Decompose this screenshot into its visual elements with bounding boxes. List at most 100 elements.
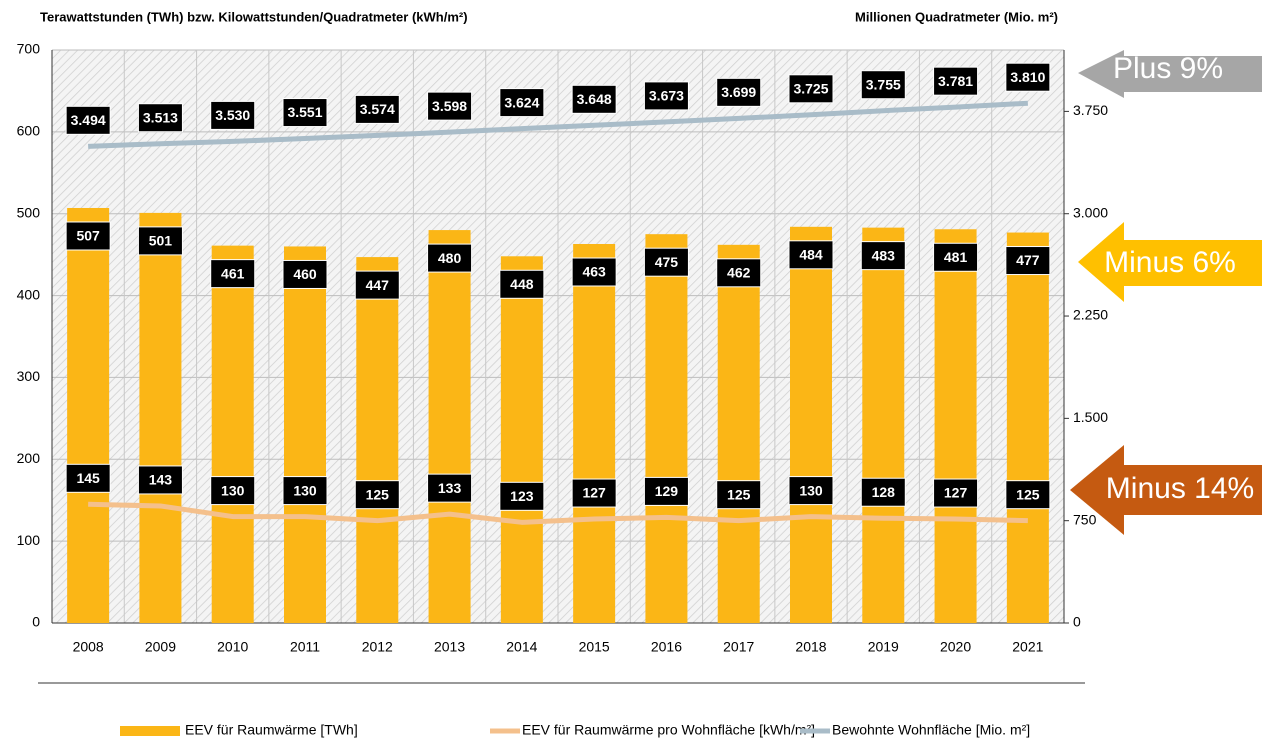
bar bbox=[139, 212, 182, 623]
value-label-box bbox=[571, 257, 617, 287]
value-label-box bbox=[354, 94, 400, 124]
bar bbox=[211, 245, 254, 624]
value-label: 461 bbox=[221, 265, 245, 281]
value-label-box bbox=[282, 259, 328, 289]
value-label-box bbox=[282, 98, 328, 128]
x-tick-label: 2012 bbox=[362, 639, 393, 655]
x-tick-label: 2014 bbox=[506, 639, 537, 655]
value-label-box bbox=[643, 476, 689, 506]
value-label-box bbox=[354, 270, 400, 300]
line bbox=[88, 100, 1028, 149]
bar bbox=[500, 256, 543, 623]
value-label: 130 bbox=[799, 482, 823, 498]
value-label: 480 bbox=[438, 250, 462, 266]
bar bbox=[934, 229, 977, 623]
value-label: 129 bbox=[655, 483, 679, 499]
bar bbox=[356, 257, 399, 623]
value-label: 3.624 bbox=[504, 94, 539, 110]
y-tick-label: 700 bbox=[17, 41, 41, 57]
value-label: 501 bbox=[149, 233, 173, 249]
value-label-box bbox=[499, 269, 545, 299]
y-tick-label: 300 bbox=[17, 368, 41, 384]
value-label: 133 bbox=[438, 480, 462, 496]
value-label: 3.598 bbox=[432, 98, 467, 114]
arrow bbox=[1070, 445, 1262, 535]
y2-tick-label: 750 bbox=[1073, 511, 1097, 527]
annotation: Minus 6% bbox=[1104, 246, 1236, 279]
value-label-box bbox=[788, 74, 834, 104]
value-label-box bbox=[499, 88, 545, 118]
value-label-box bbox=[788, 476, 834, 506]
value-label-box bbox=[210, 100, 256, 130]
y2-tick-label: 2.250 bbox=[1073, 307, 1108, 323]
x-tick-label: 2009 bbox=[145, 639, 176, 655]
value-label: 130 bbox=[293, 482, 317, 498]
value-label-box bbox=[210, 259, 256, 289]
value-label-box bbox=[571, 84, 617, 114]
y-tick-label: 400 bbox=[17, 286, 41, 302]
value-label: 460 bbox=[293, 266, 317, 282]
value-label-box bbox=[1005, 246, 1051, 276]
value-label: 475 bbox=[655, 254, 679, 270]
value-label-box bbox=[1005, 480, 1051, 510]
value-label: 3.755 bbox=[866, 76, 901, 92]
bar bbox=[67, 207, 110, 623]
x-tick-label: 2015 bbox=[579, 639, 610, 655]
value-label-box bbox=[860, 70, 906, 100]
legend-label: Bewohnte Wohnfläche [Mio. m²] bbox=[832, 722, 1030, 738]
value-label: 127 bbox=[944, 485, 968, 501]
x-tick-label: 2020 bbox=[940, 639, 971, 655]
value-label-box bbox=[137, 465, 183, 495]
value-label: 3.781 bbox=[938, 73, 973, 89]
bar bbox=[428, 230, 471, 624]
y2-tick-label: 1.500 bbox=[1073, 409, 1108, 425]
value-label: 145 bbox=[76, 470, 100, 486]
value-label-box bbox=[499, 481, 545, 511]
legend-label: EEV für Raumwärme [TWh] bbox=[185, 722, 358, 738]
value-label: 484 bbox=[799, 247, 823, 263]
value-label: 127 bbox=[582, 485, 606, 501]
value-label: 507 bbox=[76, 228, 100, 244]
value-label-box bbox=[65, 463, 111, 493]
x-tick-label: 2018 bbox=[795, 639, 826, 655]
value-label: 3.810 bbox=[1010, 69, 1045, 85]
value-label: 125 bbox=[727, 486, 751, 502]
value-label: 3.513 bbox=[143, 109, 178, 125]
x-tick-label: 2017 bbox=[723, 639, 754, 655]
legend-label: EEV für Raumwärme pro Wohnfläche [kWh/m²… bbox=[522, 722, 815, 738]
value-label-box bbox=[137, 103, 183, 133]
value-label-box bbox=[933, 242, 979, 272]
annotation: Minus 14% bbox=[1106, 472, 1254, 505]
value-label-box bbox=[427, 91, 473, 121]
value-label: 3.551 bbox=[287, 104, 322, 120]
y-tick-label: 200 bbox=[17, 450, 41, 466]
y2-tick-label: 3.750 bbox=[1073, 102, 1108, 118]
value-label-box bbox=[1005, 62, 1051, 92]
value-label-box bbox=[788, 240, 834, 270]
value-label-box bbox=[716, 258, 762, 288]
y-tick-label: 500 bbox=[17, 204, 41, 220]
bar bbox=[790, 226, 832, 623]
y-tick-label: 100 bbox=[17, 532, 41, 548]
value-label-box bbox=[643, 247, 689, 277]
value-label: 3.699 bbox=[721, 84, 756, 100]
y2-tick-label: 0 bbox=[1073, 614, 1081, 630]
value-label-box bbox=[427, 473, 473, 503]
value-label-box bbox=[571, 478, 617, 508]
y2-axis-label: Millionen Quadratmeter (Mio. m²) bbox=[855, 9, 1058, 24]
x-tick-label: 2013 bbox=[434, 639, 465, 655]
value-label-box bbox=[65, 221, 111, 251]
x-tick-label: 2019 bbox=[868, 639, 899, 655]
value-label: 3.574 bbox=[360, 101, 395, 117]
value-label: 483 bbox=[872, 247, 896, 263]
value-label-box bbox=[716, 480, 762, 510]
value-label: 462 bbox=[727, 265, 751, 281]
y2-tick-label: 3.000 bbox=[1073, 204, 1108, 220]
x-tick-label: 2008 bbox=[73, 639, 104, 655]
line bbox=[88, 501, 1028, 525]
value-label: 125 bbox=[1016, 486, 1040, 502]
value-label: 448 bbox=[510, 276, 534, 292]
value-label: 3.673 bbox=[649, 88, 684, 104]
value-label-box bbox=[210, 476, 256, 506]
